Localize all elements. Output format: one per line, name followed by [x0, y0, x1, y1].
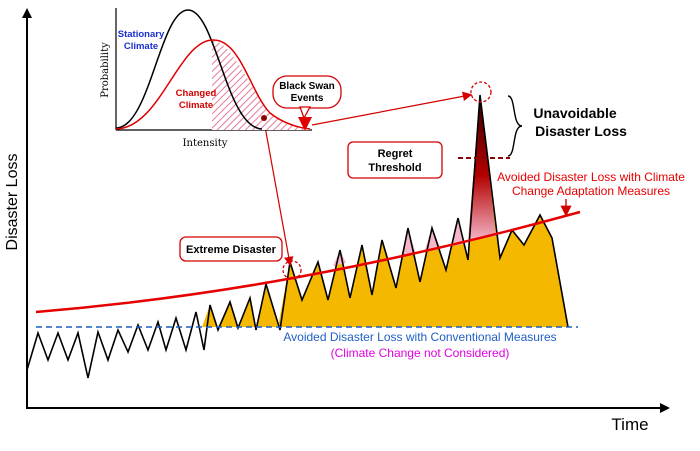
- black-swan-label-1: Black Swan: [279, 81, 335, 92]
- tail-dot: [261, 115, 267, 121]
- adaptation-avoided-label-1: Avoided Disaster Loss with Climate: [497, 170, 685, 184]
- changed-label-2: Climate: [179, 100, 213, 111]
- unavoidable-label-2: Disaster Loss: [535, 123, 627, 139]
- stationary-curve: [115, 9, 263, 130]
- connector-extreme: [263, 120, 294, 267]
- black-swan-pointer: [299, 106, 312, 120]
- inset-chart: Probability Intensity Stationary Climate…: [100, 8, 312, 149]
- extreme-disaster-label: Extreme Disaster: [186, 244, 277, 256]
- black-swan-marker: [298, 117, 312, 131]
- conventional-avoided-label: Avoided Disaster Loss with Conventional …: [283, 330, 556, 344]
- regret-threshold-callout: Regret Threshold: [347, 141, 443, 179]
- x-axis-label: Time: [611, 415, 648, 434]
- adaptation-avoided-label-2: Change Adaptation Measures: [512, 184, 670, 198]
- changed-label-1: Changed: [176, 88, 217, 99]
- extreme-disaster-box: [179, 236, 283, 262]
- regret-threshold-label-2: Threshold: [368, 162, 421, 174]
- black-swan-label-2: Events: [291, 93, 324, 104]
- inset-y-label: Probability: [100, 42, 111, 98]
- unavoidable-area-5: [468, 95, 496, 241]
- extreme-disaster-callout: Extreme Disaster: [179, 236, 283, 262]
- regret-threshold-label-1: Regret: [378, 148, 413, 160]
- unavoidable-area-4: [452, 218, 464, 246]
- loss-time-series: [26, 94, 569, 379]
- climate-not-considered-label: (Climate Change not Considered): [331, 346, 510, 360]
- inset-x-label: Intensity: [183, 138, 228, 149]
- unavoidable-label-1: Unavoidable: [533, 105, 616, 121]
- unavoidable-brace: [507, 95, 523, 157]
- y-axis-label: Disaster Loss: [4, 154, 21, 251]
- black-swan-callout: Black Swan Events: [272, 75, 342, 120]
- adaptation-measures-line: [35, 210, 581, 314]
- stationary-label-1: Stationary: [118, 29, 165, 40]
- changed-curve: [115, 39, 311, 130]
- changed-tail-hatch: [212, 40, 310, 130]
- regret-threshold-box: [347, 141, 443, 179]
- stationary-label-2: Climate: [124, 41, 158, 52]
- connector-black-swan: [311, 91, 473, 126]
